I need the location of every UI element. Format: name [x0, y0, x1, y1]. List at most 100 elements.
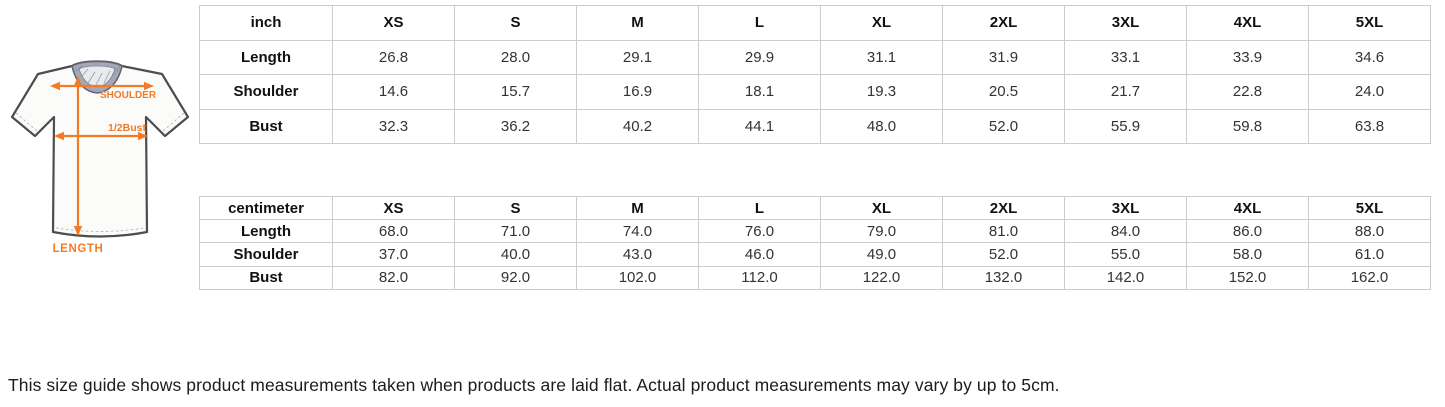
- measurement-value: 55.9: [1064, 108, 1187, 144]
- measurement-row: Bust 32.3 36.2 40.2 44.1 48.0 52.0 55.9 59.8 63.8: [199, 108, 1431, 144]
- measurement-value: 44.1: [698, 108, 821, 144]
- size-column-header: 5XL: [1308, 5, 1431, 41]
- measurement-value: 21.7: [1064, 74, 1187, 110]
- size-column-header: M: [576, 195, 699, 221]
- measurement-value: 29.9: [698, 39, 821, 75]
- measurement-value: 22.8: [1186, 74, 1309, 110]
- size-column-header: 5XL: [1308, 195, 1431, 221]
- size-table-centimeter: centimeter XS S M L XL 2XL 3XL 4XL 5XL Length 68.0 7…: [199, 195, 1431, 290]
- measurement-value: 112.0: [698, 265, 821, 290]
- size-header-row: inch XS S M L XL 2XL 3XL 4XL 5XL: [199, 5, 1431, 41]
- bust-arrow: [54, 131, 148, 141]
- measurement-value: 79.0: [820, 219, 943, 244]
- measurement-row: Shoulder 14.6 15.7 16.9 18.1 19.3 20.5 21.7 22.8…: [199, 74, 1431, 110]
- measurement-value: 55.0: [1064, 242, 1187, 267]
- measurement-value: 152.0: [1186, 265, 1309, 290]
- measurement-value: 102.0: [576, 265, 699, 290]
- unit-label: centimeter: [199, 195, 333, 221]
- tshirt-diagram-svg: SHOULDER 1/2Bust LENGTH: [10, 60, 190, 255]
- measurement-row-label: Shoulder: [199, 74, 333, 110]
- measurement-row: Shoulder 37.0 40.0 43.0 46.0 49.0 52.0 55.0 58.0…: [199, 242, 1431, 267]
- tshirt-collar-inner: [78, 65, 116, 88]
- size-header-row: centimeter XS S M L XL 2XL 3XL 4XL 5XL: [199, 195, 1431, 221]
- measurement-value: 37.0: [332, 242, 455, 267]
- collar-ribbing: [75, 65, 121, 86]
- measurement-value: 132.0: [942, 265, 1065, 290]
- shoulder-arrow: [50, 81, 154, 91]
- length-measure-label: LENGTH: [53, 243, 104, 255]
- measurement-value: 52.0: [942, 242, 1065, 267]
- size-column-header: S: [454, 195, 577, 221]
- measurement-value: 71.0: [454, 219, 577, 244]
- measurement-value: 61.0: [1308, 242, 1431, 267]
- measurement-value: 81.0: [942, 219, 1065, 244]
- measurement-value: 49.0: [820, 242, 943, 267]
- measurement-row-label: Length: [199, 219, 333, 244]
- size-column-header: 3XL: [1064, 195, 1187, 221]
- measurement-value: 68.0: [332, 219, 455, 244]
- measurement-value: 122.0: [820, 265, 943, 290]
- measurement-value: 15.7: [454, 74, 577, 110]
- measurement-value: 33.9: [1186, 39, 1309, 75]
- measurement-row-label: Bust: [199, 108, 333, 144]
- measurement-value: 48.0: [820, 108, 943, 144]
- measurement-value: 86.0: [1186, 219, 1309, 244]
- size-column-header: 3XL: [1064, 5, 1187, 41]
- size-guide-note: This size guide shows product measuremen…: [8, 375, 1060, 395]
- measurement-value: 40.0: [454, 242, 577, 267]
- measurement-value: 31.1: [820, 39, 943, 75]
- measurement-value: 142.0: [1064, 265, 1187, 290]
- measurement-value: 59.8: [1186, 108, 1309, 144]
- size-column-header: S: [454, 5, 577, 41]
- size-column-header: 2XL: [942, 5, 1065, 41]
- size-column-header: XL: [820, 195, 943, 221]
- measurement-value: 88.0: [1308, 219, 1431, 244]
- measurement-value: 40.2: [576, 108, 699, 144]
- measurement-row-label: Length: [199, 39, 333, 75]
- measurement-row-label: Bust: [199, 265, 333, 290]
- measurement-value: 82.0: [332, 265, 455, 290]
- measurement-value: 34.6: [1308, 39, 1431, 75]
- size-column-header: 4XL: [1186, 5, 1309, 41]
- measurement-value: 162.0: [1308, 265, 1431, 290]
- measurement-value: 20.5: [942, 74, 1065, 110]
- measurement-value: 84.0: [1064, 219, 1187, 244]
- length-arrow: [73, 76, 83, 236]
- unit-label: inch: [199, 5, 333, 41]
- size-column-header: L: [698, 5, 821, 41]
- measurement-value: 19.3: [820, 74, 943, 110]
- measurement-value: 76.0: [698, 219, 821, 244]
- size-column-header: L: [698, 195, 821, 221]
- size-column-header: 4XL: [1186, 195, 1309, 221]
- measurement-value: 18.1: [698, 74, 821, 110]
- measurement-value: 26.8: [332, 39, 455, 75]
- size-column-header: XS: [332, 5, 455, 41]
- shoulder-measure-label: SHOULDER: [100, 90, 157, 101]
- measurement-row-label: Shoulder: [199, 242, 333, 267]
- measurement-value: 28.0: [454, 39, 577, 75]
- measurement-value: 63.8: [1308, 108, 1431, 144]
- size-column-header: XL: [820, 5, 943, 41]
- tshirt-measurement-diagram: SHOULDER 1/2Bust LENGTH: [0, 57, 200, 262]
- measurement-value: 74.0: [576, 219, 699, 244]
- measurement-value: 29.1: [576, 39, 699, 75]
- size-table-inch: inch XS S M L XL 2XL 3XL 4XL 5XL Length 26.8 28.0 29.…: [199, 5, 1431, 144]
- measurement-value: 43.0: [576, 242, 699, 267]
- measurement-value: 16.9: [576, 74, 699, 110]
- measurement-value: 33.1: [1064, 39, 1187, 75]
- measurement-row: Bust 82.0 92.0 102.0 112.0 122.0 132.0 142.0 152…: [199, 265, 1431, 290]
- measurement-value: 36.2: [454, 108, 577, 144]
- measurement-row: Length 26.8 28.0 29.1 29.9 31.1 31.9 33.1 33.9 34…: [199, 39, 1431, 75]
- measurement-value: 32.3: [332, 108, 455, 144]
- size-column-header: XS: [332, 195, 455, 221]
- measurement-value: 46.0: [698, 242, 821, 267]
- measurement-value: 24.0: [1308, 74, 1431, 110]
- measurement-value: 52.0: [942, 108, 1065, 144]
- size-column-header: M: [576, 5, 699, 41]
- measurement-row: Length 68.0 71.0 74.0 76.0 79.0 81.0 84.0 86.0 88…: [199, 219, 1431, 244]
- measurement-value: 31.9: [942, 39, 1065, 75]
- size-column-header: 2XL: [942, 195, 1065, 221]
- measurement-value: 14.6: [332, 74, 455, 110]
- measurement-value: 58.0: [1186, 242, 1309, 267]
- bust-measure-label: 1/2Bust: [108, 122, 146, 134]
